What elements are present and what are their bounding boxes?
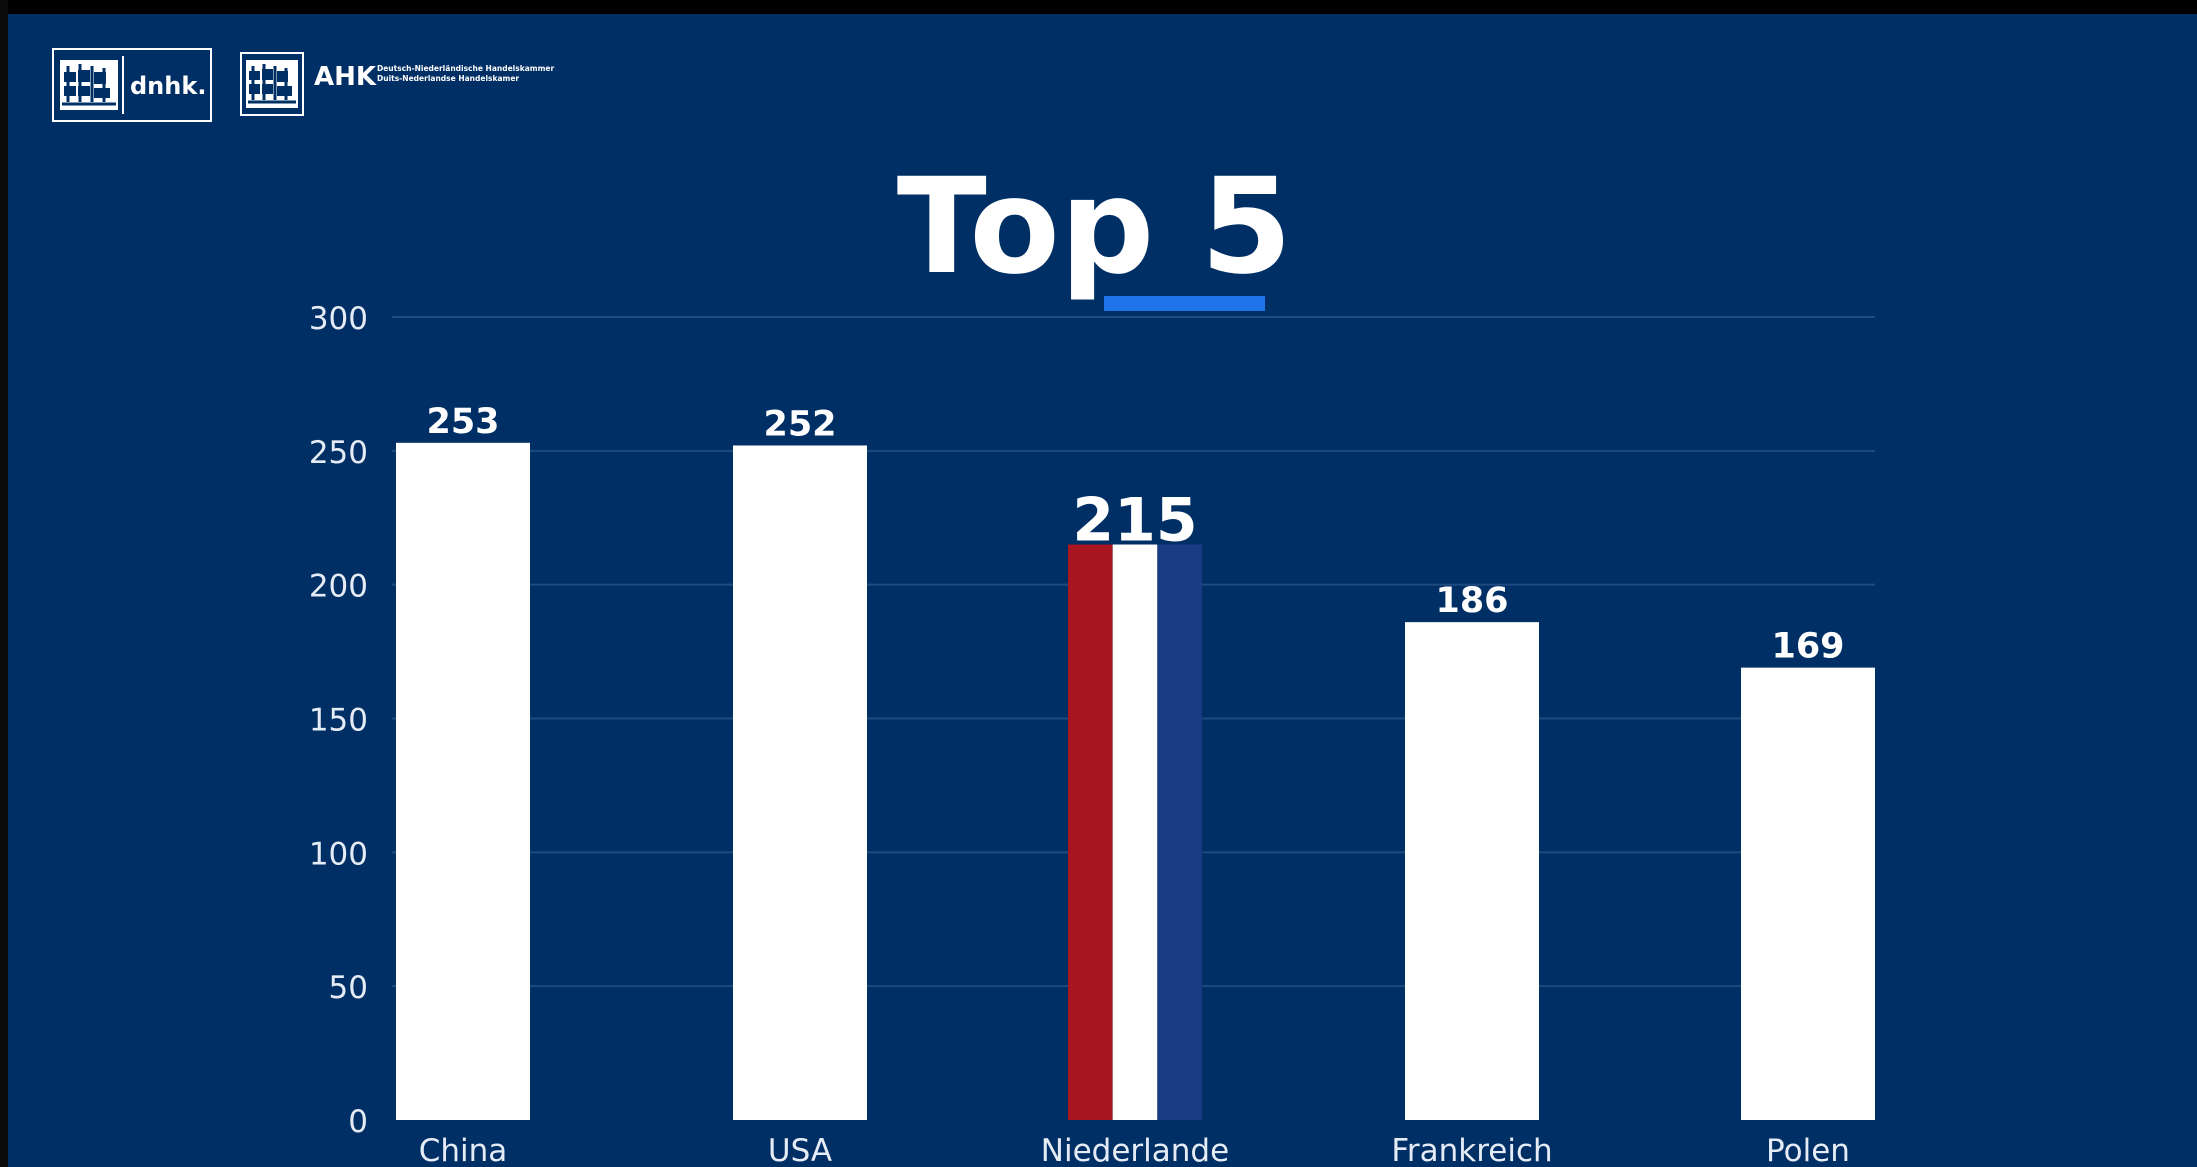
y-axis-ticks: 0 50 100 150 200 250 300 [309,301,368,1140]
x-tick-label: Frankreich [1391,1133,1552,1167]
x-tick-label: China [419,1133,508,1167]
top-black-band [0,0,2197,14]
bar-usa [733,445,867,1121]
bars [396,442,1875,1121]
data-label: 186 [1435,581,1508,621]
ahk-subtitle-line-1: Deutsch-Niederländische Handelskammer [377,64,555,73]
y-tick-label: 100 [309,836,368,872]
ship-icon [60,60,118,110]
left-black-band [0,0,8,1167]
title-underline-accent [1104,296,1265,311]
ahk-logo-icon [240,52,304,116]
ahk-subtitle-line-2: Duits-Nederlandse Handelskamer [377,74,520,83]
chart-title: Top 5 [896,150,1293,304]
bar-china [396,442,530,1120]
x-tick-label: USA [768,1133,832,1167]
dnhk-logo: dnhk. [52,48,212,122]
data-label: 215 [1072,486,1197,556]
y-tick-label: 0 [348,1104,368,1140]
flag-stripe-red [1068,544,1113,1120]
ship-icon [246,60,298,108]
data-label: 252 [763,404,836,444]
ahk-logo-subtitle: Deutsch-Niederländische Handelskammer Du… [377,64,554,84]
y-tick-label: 50 [329,970,368,1006]
flag-stripe-white [1112,544,1158,1120]
flag-stripe-blue [1157,544,1202,1120]
logo-separator [122,56,124,114]
data-label: 253 [426,402,499,442]
x-tick-label: Polen [1766,1133,1850,1167]
dnhk-logo-text: dnhk. [130,72,207,100]
x-axis-ticks: China USA Niederlande Frankreich Polen [419,1133,1850,1167]
y-tick-label: 250 [309,435,368,471]
bar-niederlande [1068,544,1202,1120]
ahk-logo-text: AHK [314,62,377,92]
x-tick-label: Niederlande [1041,1133,1229,1167]
bar-polen [1741,667,1875,1120]
y-tick-label: 150 [309,703,368,739]
data-labels: 253 252 215 186 169 [426,402,1844,667]
y-tick-label: 300 [309,301,368,337]
y-tick-label: 200 [309,569,368,605]
data-label: 169 [1771,627,1844,667]
bar-frankreich [1405,622,1539,1120]
